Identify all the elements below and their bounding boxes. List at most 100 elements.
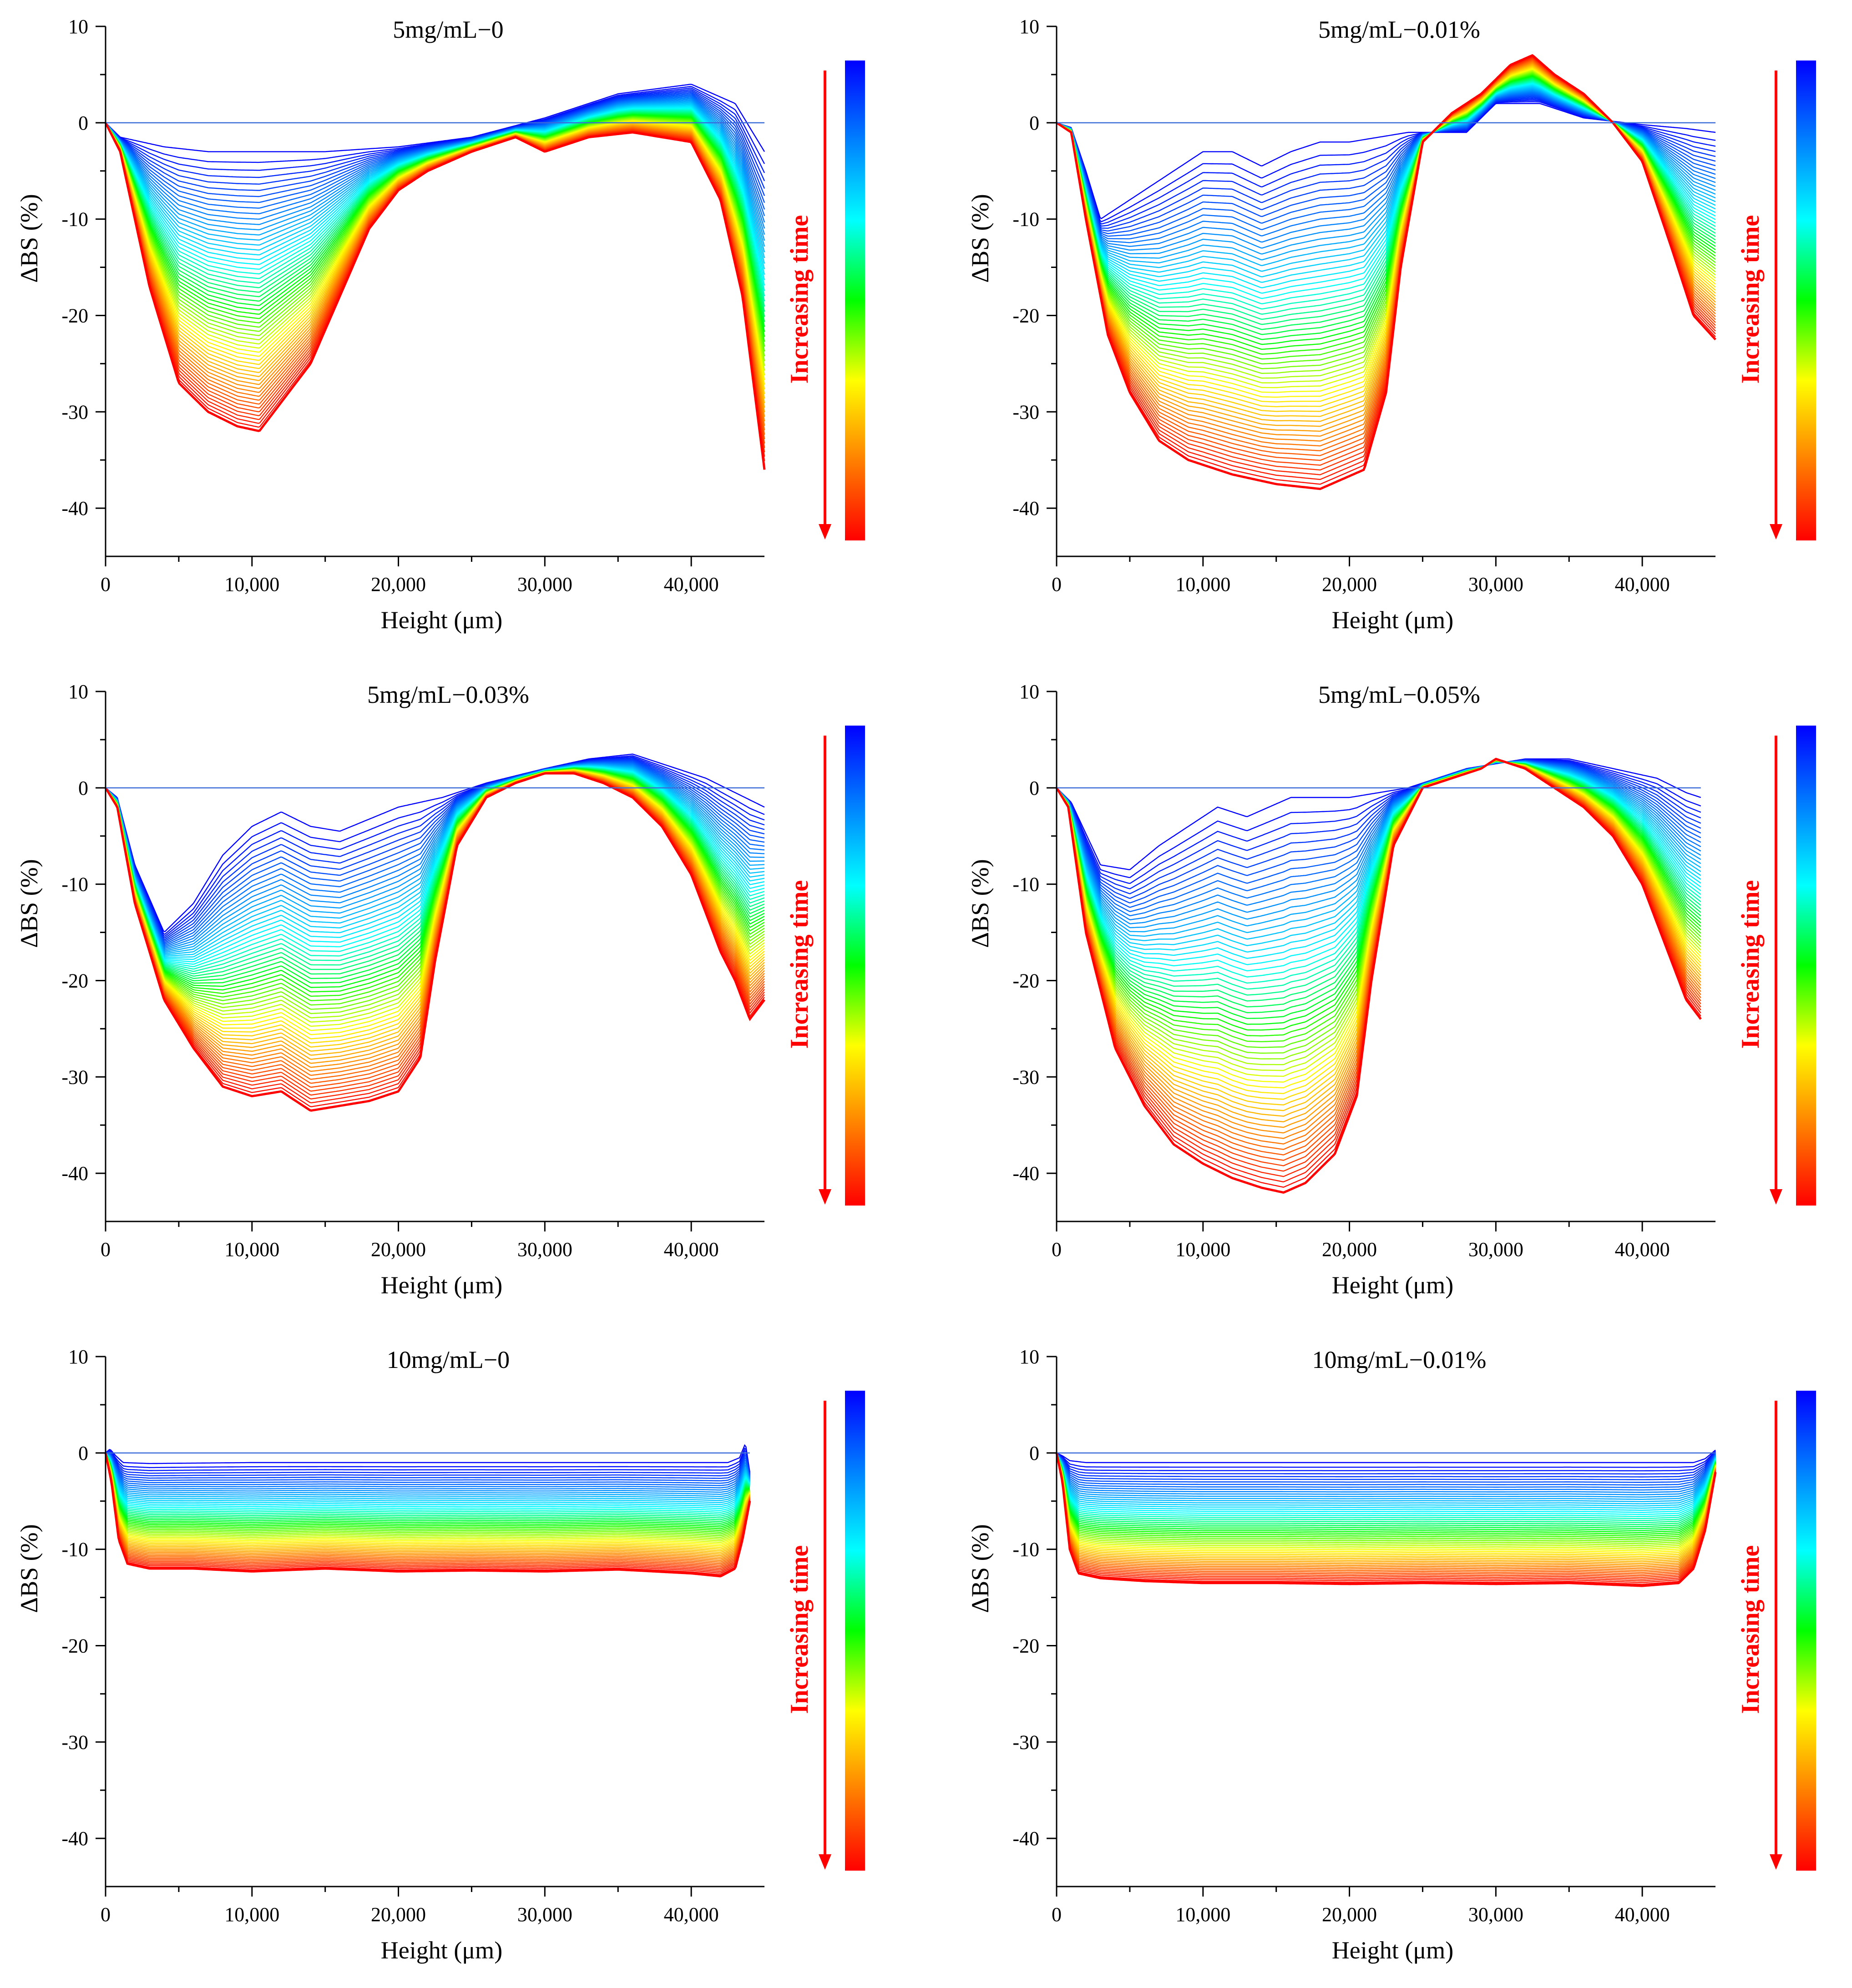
x-tick-label: 10,000: [1175, 573, 1230, 595]
x-tick-label: 30,000: [1468, 1903, 1523, 1926]
series-line: [1056, 760, 1701, 1019]
series-line: [1056, 1453, 1716, 1517]
series-line: [105, 769, 765, 1023]
y-tick-label: 0: [78, 777, 88, 799]
colorbar: [1796, 61, 1816, 540]
series-line: [105, 1452, 750, 1497]
series-line: [1056, 759, 1701, 884]
y-tick-label: -40: [1012, 1162, 1039, 1185]
chart-panel: 0 10,000 20,000 30,000 40,000 10 0 -10 -20 -30 -40…: [15, 1346, 865, 1964]
y-tick-label: -30: [61, 1066, 88, 1088]
x-tick-label: 0: [1052, 1903, 1062, 1926]
series-line: [105, 1453, 750, 1537]
series-line: [105, 1453, 750, 1504]
series-line: [1056, 761, 1701, 1002]
x-axis-title: Height (μm): [1332, 1272, 1453, 1299]
series-line: [1056, 1453, 1716, 1564]
y-tick-label: -40: [1012, 1827, 1039, 1850]
series-curves: [104, 1444, 751, 1578]
x-tick-label: 40,000: [1615, 1238, 1670, 1261]
series-curves: [1055, 757, 1702, 1194]
series-line: [105, 760, 765, 944]
series-line: [105, 1453, 750, 1520]
series-line: [1056, 1452, 1716, 1478]
series-line: [105, 1453, 750, 1524]
series-line: [1056, 1453, 1716, 1543]
y-tick-label: -10: [61, 208, 88, 231]
series-line: [105, 766, 765, 965]
chart-title: 5mg/mL−0: [393, 16, 503, 43]
chart-panels: 0 10,000 20,000 30,000 40,000 10 0 -10 -20 -30 -40…: [15, 15, 1816, 1964]
series-line: [105, 767, 765, 977]
x-tick-label: 40,000: [664, 1238, 719, 1261]
series-line: [105, 90, 765, 189]
series-line: [1056, 1453, 1716, 1546]
y-tick-label: 0: [1029, 777, 1039, 799]
series-line: [105, 763, 764, 952]
x-tick-label: 20,000: [1322, 1238, 1377, 1261]
series-line: [105, 1452, 750, 1488]
y-tick-label: -40: [61, 497, 88, 520]
y-tick-label: -30: [61, 401, 88, 423]
series-line: [1056, 1452, 1716, 1475]
y-tick-label: -40: [1012, 497, 1039, 520]
series-line: [105, 1453, 750, 1550]
series-line: [105, 1453, 750, 1574]
series-line: [1056, 1453, 1716, 1539]
series-line: [1056, 1453, 1716, 1548]
series-line: [105, 1444, 750, 1473]
x-tick-label: 10,000: [1175, 1903, 1230, 1926]
series-line: [1056, 1453, 1716, 1533]
series-line: [105, 1453, 750, 1553]
series-line: [105, 768, 765, 993]
chart-panel: 0 10,000 20,000 30,000 40,000 10 0 -10 -20 -30 -40…: [966, 1346, 1816, 1964]
series-line: [105, 1453, 750, 1542]
series-line: [1056, 1453, 1716, 1580]
series-line: [1056, 760, 1701, 1014]
series-line: [1056, 1453, 1716, 1552]
series-line: [105, 1453, 750, 1557]
x-tick-label: 0: [1052, 1238, 1062, 1261]
series-line: [105, 122, 765, 461]
y-axis-title: ΔBS (%): [966, 194, 994, 283]
series-line: [1056, 1453, 1716, 1503]
y-tick-label: -40: [61, 1162, 88, 1185]
series-line: [105, 1453, 750, 1572]
series-line: [105, 1453, 750, 1522]
series-line: [105, 768, 765, 997]
series-line: [105, 1449, 750, 1474]
series-line: [105, 765, 765, 958]
series-line: [105, 111, 765, 307]
x-tick-label: 10,000: [1175, 1238, 1230, 1261]
series-line: [1056, 1453, 1716, 1535]
series-line: [1056, 1453, 1716, 1541]
series-line: [105, 1453, 750, 1561]
chart-panel: 0 10,000 20,000 30,000 40,000 10 0 -10 -20 -30 -40…: [966, 681, 1816, 1299]
series-line: [104, 772, 765, 1112]
chart-title: 5mg/mL−0.01%: [1318, 16, 1480, 43]
time-legend-label: Increasing time: [785, 215, 814, 384]
time-arrow-head: [819, 1854, 831, 1870]
series-line: [1056, 1453, 1716, 1515]
series-line: [1056, 1453, 1716, 1524]
series-line: [1056, 760, 1701, 917]
series-line: [1056, 1453, 1716, 1544]
series-line: [105, 1451, 750, 1477]
x-axis-title: Height (μm): [1332, 1937, 1453, 1964]
series-line: [105, 762, 765, 948]
y-axis-title: ΔBS (%): [15, 859, 43, 948]
time-arrow-head: [1770, 524, 1782, 540]
x-axis-title: Height (μm): [381, 606, 502, 634]
series-line: [105, 1453, 750, 1507]
x-tick-label: 40,000: [664, 1903, 719, 1926]
series-line: [105, 1453, 750, 1531]
series-line: [1055, 1453, 1717, 1587]
series-line: [105, 763, 765, 949]
x-tick-label: 30,000: [1468, 1238, 1523, 1261]
series-line: [105, 1452, 750, 1499]
series-line: [105, 1453, 750, 1547]
series-line: [105, 89, 765, 182]
series-line: [105, 122, 765, 453]
y-tick-label: 0: [1029, 1442, 1039, 1464]
series-line: [1056, 1453, 1716, 1559]
